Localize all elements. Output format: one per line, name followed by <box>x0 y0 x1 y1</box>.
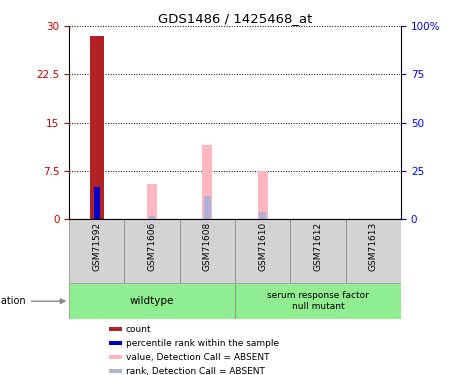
FancyBboxPatch shape <box>235 283 401 320</box>
Bar <box>109 327 122 332</box>
Bar <box>260 212 266 219</box>
FancyBboxPatch shape <box>346 219 401 283</box>
Text: genotype/variation: genotype/variation <box>0 296 65 306</box>
Text: GSM71613: GSM71613 <box>369 222 378 271</box>
Bar <box>204 196 211 219</box>
FancyBboxPatch shape <box>124 219 180 283</box>
Text: GSM71612: GSM71612 <box>313 222 323 271</box>
Bar <box>109 369 122 373</box>
Bar <box>202 145 213 219</box>
Title: GDS1486 / 1425468_at: GDS1486 / 1425468_at <box>158 12 312 25</box>
Text: GSM71606: GSM71606 <box>148 222 157 271</box>
Text: GSM71592: GSM71592 <box>92 222 101 271</box>
Bar <box>258 171 268 219</box>
Bar <box>109 341 122 345</box>
FancyBboxPatch shape <box>69 283 235 320</box>
FancyBboxPatch shape <box>69 219 124 283</box>
Bar <box>147 183 157 219</box>
FancyBboxPatch shape <box>180 219 235 283</box>
Text: percentile rank within the sample: percentile rank within the sample <box>125 339 279 348</box>
Bar <box>109 355 122 359</box>
FancyBboxPatch shape <box>235 219 290 283</box>
Bar <box>94 187 100 219</box>
Bar <box>90 36 104 219</box>
Text: wildtype: wildtype <box>130 296 174 306</box>
FancyBboxPatch shape <box>290 219 346 283</box>
Text: GSM71608: GSM71608 <box>203 222 212 271</box>
Text: serum response factor
null mutant: serum response factor null mutant <box>267 291 369 311</box>
Text: count: count <box>125 325 151 334</box>
Text: GSM71610: GSM71610 <box>258 222 267 271</box>
Bar <box>149 216 155 219</box>
Text: value, Detection Call = ABSENT: value, Detection Call = ABSENT <box>125 353 269 362</box>
Text: rank, Detection Call = ABSENT: rank, Detection Call = ABSENT <box>125 367 265 375</box>
